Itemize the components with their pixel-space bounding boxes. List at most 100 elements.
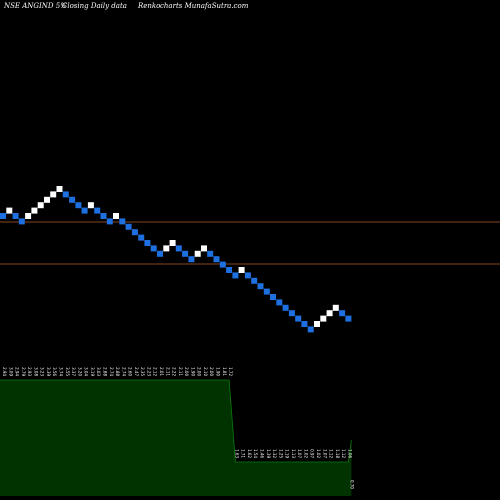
renko-brick-down (182, 250, 189, 257)
renko-brick-down (282, 304, 289, 311)
renko-brick-down (100, 213, 107, 219)
renko-brick-down (219, 261, 226, 268)
renko-brick-down (0, 213, 6, 219)
volume-label: 2.11 (178, 367, 183, 376)
volume-label: 1.71 (241, 449, 246, 458)
volume-label: 2.88 (103, 367, 108, 376)
volume-label: 1.90 (190, 367, 195, 376)
renko-brick-down (257, 283, 264, 290)
renko-brick-down (207, 250, 214, 257)
volume-label: 3.74 (59, 367, 64, 376)
renko-brick-down (81, 207, 88, 214)
renko-brick-down (232, 272, 239, 279)
header-symbol: NSE ANGIND 5% (3, 2, 67, 10)
volume-label: 1.25 (278, 449, 283, 458)
renko-brick-up (332, 304, 339, 311)
header-chart-label: Renko (137, 2, 160, 10)
renko-brick-down (263, 288, 270, 295)
volume-label: 2.94 (15, 367, 20, 376)
volume-label: 2.12 (153, 367, 158, 376)
renko-brick-down (150, 245, 157, 252)
renko-brick-down (226, 267, 233, 273)
volume-label: 2.22 (172, 367, 177, 376)
volume-line (0, 379, 352, 463)
volume-label: 1.13 (291, 449, 296, 458)
renko-brick-down (213, 256, 220, 263)
renko-brick-down (276, 299, 283, 306)
renko-brick-down (339, 310, 346, 317)
volume-label: 3.39 (46, 367, 51, 376)
volume-label: 2.88 (115, 367, 120, 376)
renko-brick-up (238, 267, 245, 273)
renko-brick-down (175, 245, 182, 252)
volume-label: 1.81 (222, 367, 227, 376)
renko-brick-down (244, 272, 251, 279)
renko-brick-down (12, 213, 19, 219)
volume-labels: 2.94 3.09 2.94 2.79 2.93 3.08 3.23 3.39 3.56 3.74… (2, 367, 352, 458)
renko-brick-up (50, 191, 57, 198)
renko-brick-down (125, 223, 132, 230)
volume-label: 1.02 (303, 449, 308, 458)
renko-brick-down (251, 277, 258, 284)
renko-brick-up (163, 245, 170, 252)
volume-label: 3.55 (65, 367, 70, 376)
volume-label: 3.20 (77, 367, 82, 376)
volume-label: 1.72 (228, 367, 233, 376)
volume-label: 2.35 (140, 367, 145, 376)
volume-label: 1.12 (329, 449, 334, 458)
renko-brick-up (31, 207, 38, 214)
renko-bricks (0, 186, 352, 333)
volume-label: 1.06 (347, 449, 352, 458)
volume-label: 1.07 (297, 449, 302, 458)
renko-brick-up (25, 213, 32, 219)
renko-brick-up (169, 240, 176, 246)
renko-brick-up (37, 202, 44, 209)
renko-brick-down (62, 191, 69, 198)
renko-brick-down (157, 250, 163, 257)
volume-label: 1.90 (216, 367, 221, 376)
volume-label: 1.18 (335, 449, 340, 458)
volume-label: 3.19 (90, 367, 95, 376)
volume-label: 2.74 (121, 367, 126, 376)
volume-label: 2.11 (165, 367, 170, 376)
renko-brick-down (307, 326, 314, 333)
volume-label: 3.03 (96, 367, 101, 376)
volume-label: 1.54 (253, 449, 258, 458)
renko-brick-down (301, 321, 308, 327)
renko-brick-down (106, 218, 113, 225)
renko-brick-up (56, 186, 63, 192)
volume-label: 1.32 (272, 449, 277, 458)
volume-label: 1.02 (316, 449, 321, 458)
header-site-label: charts MunafaSutra.com (160, 2, 249, 10)
renko-brick-down (138, 234, 145, 241)
renko-brick-down (288, 310, 295, 317)
volume-label: 1.46 (260, 449, 265, 458)
renko-brick-up (201, 245, 207, 252)
volume-label: 3.56 (52, 367, 57, 376)
reference-lines (0, 221, 500, 265)
renko-brick-up (326, 310, 333, 317)
volume-label: 2.00 (209, 367, 214, 376)
volume-label: 3.37 (71, 367, 76, 376)
volume-label: 2.79 (21, 367, 26, 376)
volume-area (0, 380, 352, 496)
volume-label: 3.04 (84, 367, 89, 376)
renko-brick-down (69, 196, 76, 203)
renko-brick-up (194, 250, 201, 257)
renko-brick-down (144, 240, 151, 246)
volume-label: 2.23 (146, 367, 151, 376)
volume-label: 3.08 (33, 367, 38, 376)
volume-label: 2.00 (197, 367, 202, 376)
renko-brick-down (270, 294, 276, 300)
volume-label: 2.60 (128, 367, 133, 376)
volume-label: 2.10 (203, 367, 208, 376)
renko-brick-up (6, 207, 13, 214)
volume-label: 1.39 (266, 449, 271, 458)
renko-brick-up (314, 321, 320, 327)
volume-label: 3.09 (8, 367, 13, 376)
volume-label: 2.94 (2, 367, 7, 376)
renko-brick-down (295, 315, 302, 322)
header-closing-label: Closing Daily data (62, 2, 127, 10)
renko-brick-up (87, 202, 94, 209)
volume-label: 1.19 (285, 449, 290, 458)
